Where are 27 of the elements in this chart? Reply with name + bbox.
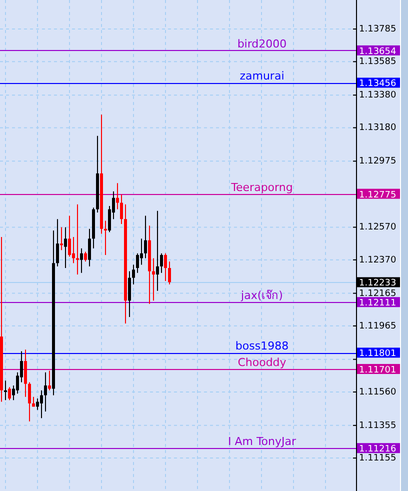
text: 1.13456	[359, 79, 396, 90]
y-tick-label: 1.11560	[359, 387, 396, 398]
text: 1.13654	[359, 46, 396, 57]
y-tick-label: 1.13785	[359, 24, 396, 35]
text: 1.12775	[359, 190, 396, 200]
y-tick-label: 1.12570	[359, 222, 396, 233]
ref-line-label: zamurai	[240, 70, 284, 83]
ref-line-label: bird2000	[237, 37, 287, 50]
y-tick-label: 1.12975	[359, 156, 396, 167]
text: 1.11701	[359, 365, 396, 376]
ref-line-label: boss1988	[235, 340, 289, 353]
y-tick-label: 1.11965	[359, 321, 396, 332]
text: 1.11801	[359, 349, 396, 360]
ref-line-label: jax(เจ๊ก)	[240, 289, 283, 302]
y-tick-label: 1.11355	[359, 420, 396, 431]
text: 1.12233	[359, 278, 396, 289]
y-tick-label: 1.13585	[359, 57, 396, 68]
text: 1.11216	[359, 444, 396, 455]
text: 1.12111	[359, 298, 396, 309]
y-tick-label: 1.13380	[359, 90, 396, 101]
y-tick-label: 1.12165	[359, 288, 396, 299]
y-tick-label: 1.12370	[359, 255, 396, 266]
y-tick-label: 1.11155	[359, 454, 396, 464]
ref-line-label: Teeraporng	[230, 180, 293, 194]
ref-line-label: I Am TonyJar	[228, 435, 296, 448]
ref-line-label: Chooddy	[238, 356, 287, 369]
y-tick-label: 1.13180	[359, 123, 396, 134]
